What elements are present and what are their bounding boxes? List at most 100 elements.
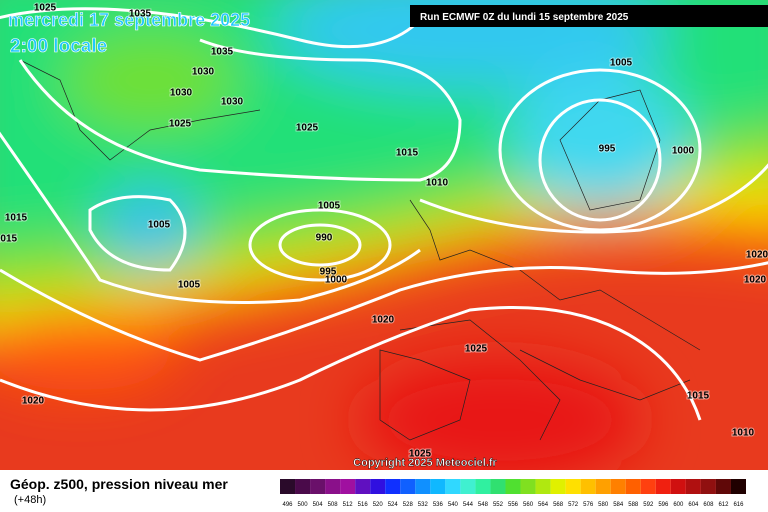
scale-label: 528 bbox=[403, 502, 414, 508]
scale-label: 584 bbox=[613, 502, 624, 508]
scale-label: 500 bbox=[298, 502, 309, 508]
scale-swatch bbox=[385, 479, 401, 494]
isobar-label: 1005 bbox=[178, 280, 201, 291]
isobar-label: 1010 bbox=[426, 178, 449, 189]
isobar-label: 1025 bbox=[465, 344, 488, 355]
scale-label: 512 bbox=[343, 502, 354, 508]
color-scale: 496 500 504 508 512 516 520 524 528 532 536 540 544 5… bbox=[280, 479, 746, 508]
scale-label: 588 bbox=[628, 502, 639, 508]
isobar-label: 1030 bbox=[192, 67, 215, 78]
scale-label: 520 bbox=[373, 502, 384, 508]
scale-swatch bbox=[700, 479, 716, 494]
isobar-label: 1025 bbox=[169, 119, 192, 130]
legend-title: Géop. z500, pression niveau mer bbox=[10, 476, 228, 492]
isobar-label: 1035 bbox=[129, 9, 152, 20]
isobar-labels: 1025 1035 1035 1030 1030 1030 1025 1025 1015 1010… bbox=[0, 2, 768, 461]
isobar-label: 990 bbox=[316, 233, 333, 244]
scale-label: 560 bbox=[523, 502, 534, 508]
isobar-label: 1035 bbox=[211, 47, 234, 58]
scale-label: 496 bbox=[283, 502, 294, 508]
scale-swatch bbox=[400, 479, 416, 494]
scale-swatch bbox=[625, 479, 641, 494]
isobar-label: 1020 bbox=[22, 396, 45, 407]
map: Run ECMWF 0Z du lundi 15 septembre 2025 … bbox=[0, 0, 768, 470]
isobar-label: 1015 bbox=[5, 213, 28, 224]
isobar-label: 1020 bbox=[372, 315, 395, 326]
scale-swatch bbox=[550, 479, 566, 494]
isobar-label: 1020 bbox=[746, 250, 768, 261]
scale-swatch bbox=[310, 479, 326, 494]
isobar-label: 1025 bbox=[34, 3, 57, 14]
scale-swatch bbox=[685, 479, 701, 494]
scale-swatch bbox=[475, 479, 491, 494]
scale-swatch bbox=[670, 479, 686, 494]
scale-label: 524 bbox=[388, 502, 399, 508]
scale-swatch bbox=[295, 479, 311, 494]
scale-label: 592 bbox=[643, 502, 654, 508]
scale-label: 508 bbox=[328, 502, 339, 508]
scale-label: 616 bbox=[733, 502, 744, 508]
isobar-label: 1010 bbox=[732, 428, 755, 439]
scale-swatch bbox=[415, 479, 431, 494]
isobar-label: 1025 bbox=[409, 449, 432, 460]
scale-label: 544 bbox=[463, 502, 474, 508]
scale-swatch bbox=[355, 479, 371, 494]
scale-label: 564 bbox=[538, 502, 549, 508]
scale-label: 540 bbox=[448, 502, 459, 508]
scale-swatch bbox=[655, 479, 671, 494]
isobar-label: 1015 bbox=[396, 148, 419, 159]
scale-swatch bbox=[340, 479, 356, 494]
scale-label: 580 bbox=[598, 502, 609, 508]
scale-swatch bbox=[445, 479, 461, 494]
scale-label: 596 bbox=[658, 502, 669, 508]
isobar-label: 1030 bbox=[221, 97, 244, 108]
scale-swatch bbox=[460, 479, 476, 494]
scale-swatch bbox=[610, 479, 626, 494]
scale-label: 556 bbox=[508, 502, 519, 508]
run-info: Run ECMWF 0Z du lundi 15 septembre 2025 bbox=[420, 12, 629, 23]
isobar-label: 1005 bbox=[148, 220, 171, 231]
scale-swatch bbox=[715, 479, 731, 494]
scale-swatch bbox=[370, 479, 386, 494]
isobar-label: 1000 bbox=[325, 275, 348, 286]
scale-label: 604 bbox=[688, 502, 699, 508]
isobar-label: 1025 bbox=[296, 123, 319, 134]
legend-lead: (+48h) bbox=[14, 494, 46, 506]
scale-label: 504 bbox=[313, 502, 324, 508]
scale-swatch bbox=[490, 479, 506, 494]
scale-swatch bbox=[430, 479, 446, 494]
scale-label: 532 bbox=[418, 502, 429, 508]
scale-label: 576 bbox=[583, 502, 594, 508]
scale-swatch bbox=[565, 479, 581, 494]
isobar-label: 995 bbox=[320, 267, 337, 278]
scale-swatch bbox=[505, 479, 521, 494]
scale-swatch bbox=[535, 479, 551, 494]
scale-swatch bbox=[730, 479, 746, 494]
isobar-label: 1005 bbox=[610, 58, 633, 69]
scale-label: 552 bbox=[493, 502, 504, 508]
map-time: 2:00 locale bbox=[10, 36, 107, 57]
scale-label: 516 bbox=[358, 502, 369, 508]
scale-swatch bbox=[325, 479, 341, 494]
scale-swatch bbox=[595, 479, 611, 494]
isobar-label: 995 bbox=[599, 144, 616, 155]
scale-label: 568 bbox=[553, 502, 564, 508]
scale-swatch bbox=[520, 479, 536, 494]
scale-label: 612 bbox=[718, 502, 729, 508]
scale-swatch bbox=[640, 479, 656, 494]
isobar-label: 1030 bbox=[170, 88, 193, 99]
scale-label: 536 bbox=[433, 502, 444, 508]
isobar-label: 1020 bbox=[744, 275, 767, 286]
map-title: mercredi 17 septembre 2025 bbox=[8, 10, 250, 30]
isobar-label: 1015 bbox=[0, 234, 18, 245]
copyright: Copyright 2025 Meteociel.fr bbox=[353, 457, 497, 469]
scale-label: 608 bbox=[703, 502, 714, 508]
scale-label: 600 bbox=[673, 502, 684, 508]
isobar-label: 1015 bbox=[687, 391, 710, 402]
scale-label: 548 bbox=[478, 502, 489, 508]
scale-label: 572 bbox=[568, 502, 579, 508]
isobar-label: 1005 bbox=[318, 201, 341, 212]
scale-swatch bbox=[280, 479, 296, 494]
scale-swatch bbox=[580, 479, 596, 494]
